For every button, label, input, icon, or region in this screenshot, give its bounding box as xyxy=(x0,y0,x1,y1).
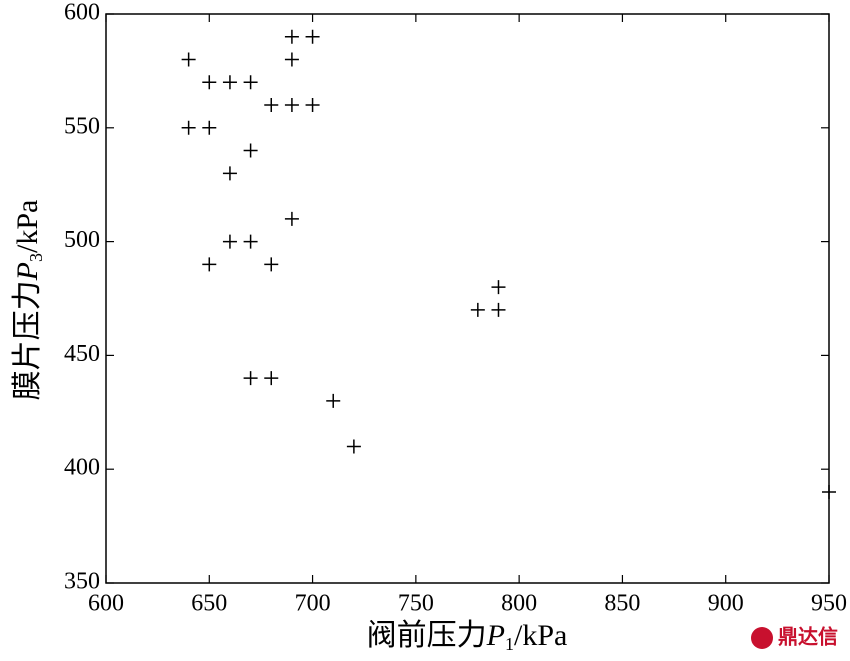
watermark-logo xyxy=(751,627,773,649)
x-tick-label: 700 xyxy=(295,591,331,617)
point xyxy=(491,302,506,317)
x-axis-label: 阀前压力P1/kPa xyxy=(367,619,568,654)
point xyxy=(202,75,217,90)
x-tick-label: 950 xyxy=(811,591,847,617)
y-tick-label: 350 xyxy=(64,569,100,595)
point xyxy=(822,484,836,499)
point xyxy=(305,29,320,44)
y-tick-label: 550 xyxy=(64,113,100,139)
point xyxy=(222,75,237,90)
point xyxy=(181,52,196,67)
point xyxy=(264,257,279,272)
point xyxy=(222,234,237,249)
x-label-unit: /kPa xyxy=(514,619,567,652)
x-tick-label: 900 xyxy=(708,591,744,617)
y-tick-label: 500 xyxy=(64,227,100,253)
x-tick-label: 800 xyxy=(501,591,537,617)
point xyxy=(202,120,217,135)
point xyxy=(243,234,258,249)
point xyxy=(491,280,506,295)
point xyxy=(305,98,320,113)
point xyxy=(326,393,341,408)
y-axis-label: 膜片压力P3/kPa xyxy=(11,200,46,401)
x-tick-label: 750 xyxy=(398,591,434,617)
point xyxy=(202,257,217,272)
point xyxy=(284,211,299,226)
x-label-var: P xyxy=(486,619,505,652)
y-label-var: P xyxy=(11,262,44,281)
point xyxy=(346,439,361,454)
point xyxy=(470,302,485,317)
watermark: 鼎达信 xyxy=(778,625,838,649)
y-tick-label: 400 xyxy=(64,455,100,481)
x-label-sub: 1 xyxy=(505,634,514,654)
y-tick-label: 600 xyxy=(64,0,100,26)
point xyxy=(243,75,258,90)
point xyxy=(181,120,196,135)
x-label-text: 阀前压力 xyxy=(367,619,487,652)
y-label-text: 膜片压力 xyxy=(11,280,44,400)
point xyxy=(222,166,237,181)
y-label-unit: /kPa xyxy=(11,200,44,253)
x-tick-label: 850 xyxy=(604,591,640,617)
point xyxy=(264,98,279,113)
point xyxy=(264,371,279,386)
point xyxy=(243,143,258,158)
x-tick-label: 600 xyxy=(88,591,124,617)
x-tick-label: 650 xyxy=(191,591,227,617)
point xyxy=(284,29,299,44)
y-tick-label: 450 xyxy=(64,341,100,367)
point xyxy=(284,98,299,113)
y-label-sub: 3 xyxy=(26,253,46,262)
plot-frame xyxy=(105,13,830,584)
point xyxy=(284,52,299,67)
point xyxy=(243,371,258,386)
